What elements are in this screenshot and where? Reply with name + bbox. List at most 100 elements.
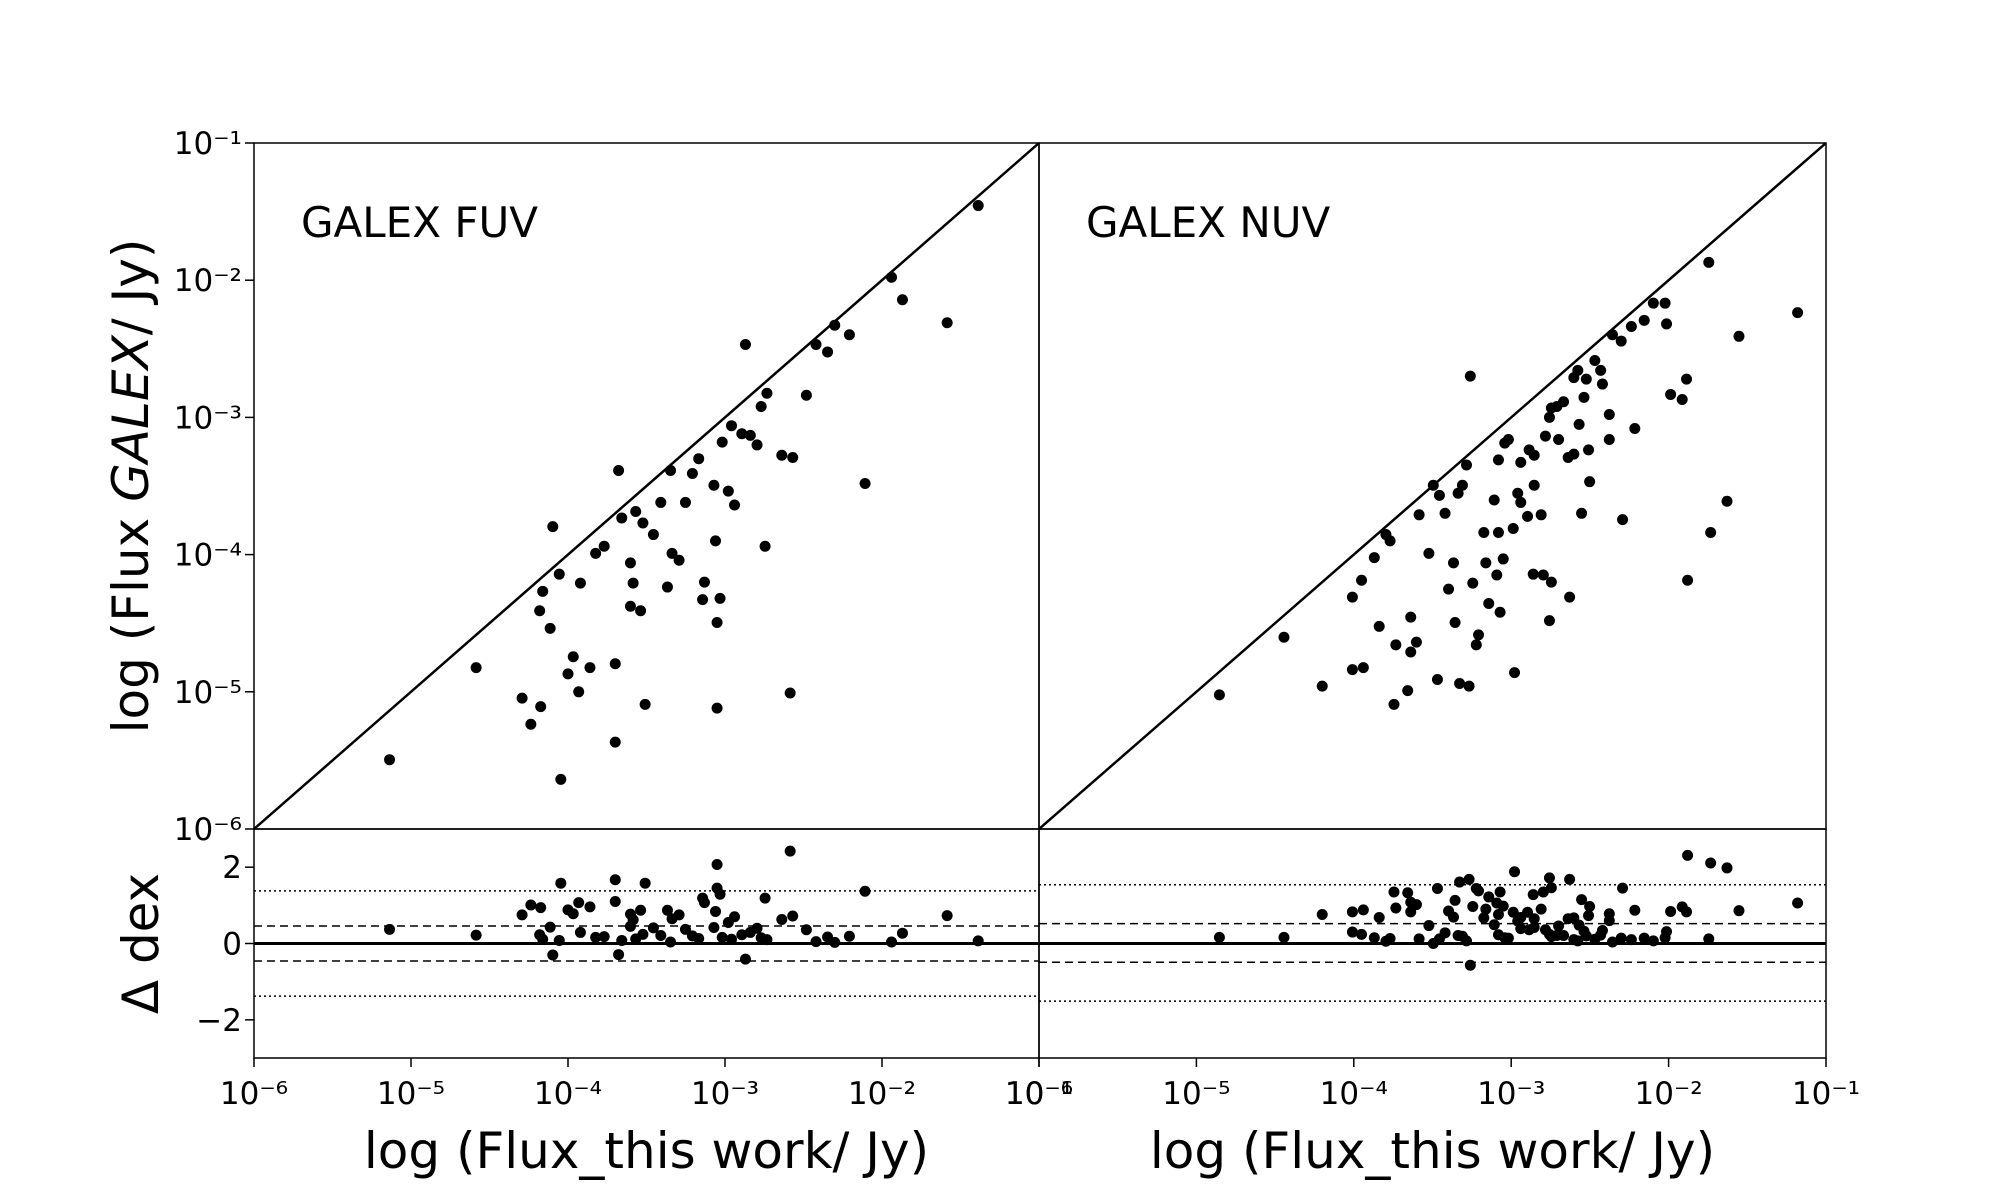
data-point — [1410, 899, 1422, 911]
data-point — [972, 935, 984, 947]
data-point — [1492, 454, 1504, 466]
data-point — [1703, 933, 1715, 945]
data-point — [1502, 434, 1514, 446]
data-point — [516, 692, 528, 704]
data-point — [1721, 862, 1733, 874]
data-point — [1478, 912, 1490, 924]
y-tick-label: 10⁻² — [174, 263, 242, 299]
data-point — [562, 668, 574, 680]
data-point — [755, 401, 767, 413]
data-point — [1384, 933, 1396, 945]
data-point — [584, 662, 596, 674]
data-point — [1502, 932, 1514, 944]
data-point — [711, 616, 723, 628]
data-point — [1522, 510, 1534, 522]
data-point — [1454, 677, 1466, 689]
data-point — [1721, 495, 1733, 507]
data-point — [1792, 307, 1804, 319]
panel: 10⁻⁶ 10⁻⁵ 10⁻⁴ 10⁻³ 10⁻² 10⁻¹ −2 0 2 log (Flux_th… — [112, 828, 1073, 1180]
data-point — [1603, 908, 1615, 920]
data-point — [1578, 391, 1590, 403]
y-tick-label: 2 — [222, 850, 242, 886]
data-point — [1589, 354, 1601, 366]
data-point — [1483, 891, 1495, 903]
panel-annotation: GALEX FUV — [301, 198, 538, 247]
data-point — [639, 698, 651, 710]
data-point — [1316, 680, 1328, 692]
data-point — [630, 506, 642, 518]
data-point — [972, 200, 984, 212]
data-point — [1346, 591, 1358, 603]
data-point — [711, 858, 723, 870]
data-point — [1373, 620, 1385, 632]
data-point — [1576, 507, 1588, 519]
data-point — [1410, 636, 1422, 648]
data-point — [1402, 887, 1414, 899]
data-point — [716, 436, 728, 448]
data-point — [655, 929, 667, 941]
data-point — [714, 888, 726, 900]
data-point — [1456, 479, 1468, 491]
data-point — [1402, 685, 1414, 697]
data-point — [1543, 615, 1555, 627]
data-point — [647, 529, 659, 541]
data-point — [1576, 894, 1588, 906]
data-point — [722, 485, 734, 497]
data-point — [1492, 908, 1504, 920]
plot-area — [1039, 849, 1826, 1002]
data-point — [574, 577, 586, 589]
data-point — [1413, 933, 1425, 945]
data-point — [1705, 526, 1717, 538]
x-tick-label: 10⁻⁵ — [377, 1076, 445, 1112]
data-point — [1564, 873, 1576, 885]
data-point — [1665, 388, 1677, 400]
y-axis-label-part: / Jy) — [102, 239, 160, 336]
data-point — [635, 605, 647, 617]
data-point — [516, 909, 528, 921]
data-point — [470, 929, 482, 941]
data-point — [716, 931, 728, 943]
data-point — [1629, 904, 1641, 916]
data-point — [1603, 434, 1615, 446]
data-point — [1553, 434, 1565, 446]
data-point — [1535, 903, 1547, 915]
data-point — [1558, 929, 1570, 941]
data-point — [1509, 866, 1521, 878]
data-point — [1681, 906, 1693, 918]
data-point — [1368, 932, 1380, 944]
data-point — [535, 902, 547, 914]
data-point — [896, 294, 908, 306]
data-point — [598, 540, 610, 552]
data-point — [1572, 364, 1584, 376]
data-point — [810, 936, 822, 948]
data-point — [1213, 689, 1225, 701]
data-point — [1661, 318, 1673, 330]
data-point — [534, 929, 546, 941]
plot-area — [1039, 143, 1826, 829]
data-point — [534, 605, 546, 617]
data-point — [693, 453, 705, 465]
x-tick-label: 10⁻² — [848, 1076, 916, 1112]
data-point — [1494, 606, 1506, 618]
data-point — [535, 701, 547, 713]
data-point — [1460, 459, 1472, 471]
data-point — [567, 908, 579, 920]
data-point — [886, 271, 898, 283]
data-point — [1464, 370, 1476, 382]
data-point — [1583, 910, 1595, 922]
data-point — [784, 687, 796, 699]
data-point — [859, 885, 871, 897]
data-point — [686, 468, 698, 480]
data-point — [547, 521, 559, 533]
data-point — [1545, 882, 1557, 894]
data-point — [1733, 905, 1745, 917]
data-point — [1278, 631, 1290, 643]
data-point — [1603, 408, 1615, 420]
data-point — [1584, 900, 1596, 912]
data-point — [1470, 639, 1482, 651]
data-point — [787, 452, 799, 464]
data-point — [1454, 876, 1466, 888]
data-point — [751, 439, 763, 451]
data-point — [1615, 335, 1627, 347]
y-tick-label: 10⁻⁵ — [174, 675, 242, 711]
